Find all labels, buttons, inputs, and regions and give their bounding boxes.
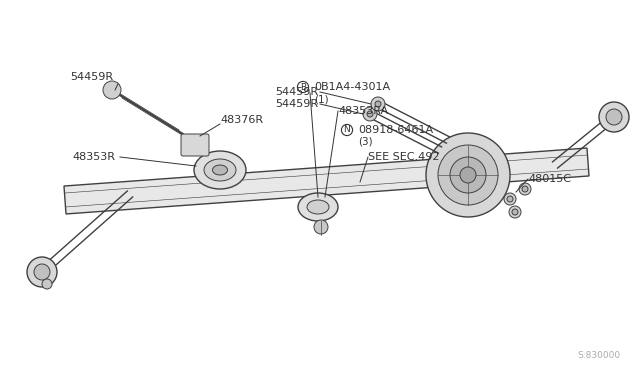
Text: SEE SEC.492: SEE SEC.492 (368, 152, 440, 162)
Text: S:830000: S:830000 (577, 351, 620, 360)
Ellipse shape (212, 165, 227, 175)
Circle shape (367, 111, 373, 117)
Circle shape (504, 193, 516, 205)
Circle shape (103, 81, 121, 99)
Ellipse shape (204, 159, 236, 181)
Text: (1): (1) (314, 94, 328, 104)
Text: (3): (3) (358, 137, 372, 147)
Text: B: B (300, 83, 306, 92)
Circle shape (438, 145, 498, 205)
Circle shape (512, 209, 518, 215)
Text: N: N (344, 125, 350, 135)
Circle shape (519, 183, 531, 195)
Ellipse shape (307, 200, 329, 214)
Circle shape (371, 97, 385, 111)
Circle shape (522, 186, 528, 192)
Circle shape (509, 206, 521, 218)
Circle shape (34, 264, 50, 280)
Text: 0B1A4-4301A: 0B1A4-4301A (314, 82, 390, 92)
Circle shape (599, 102, 629, 132)
Text: 08918-6461A: 08918-6461A (358, 125, 433, 135)
Polygon shape (64, 148, 589, 214)
Circle shape (450, 157, 486, 193)
Circle shape (460, 167, 476, 183)
Text: 54459R: 54459R (275, 99, 318, 109)
Text: 48376R: 48376R (220, 115, 263, 125)
Text: 54459R: 54459R (275, 87, 318, 97)
Circle shape (314, 220, 328, 234)
Circle shape (42, 279, 52, 289)
Text: 48353R: 48353R (72, 152, 115, 162)
Circle shape (375, 101, 381, 107)
Text: 48353RA: 48353RA (338, 106, 388, 116)
Circle shape (363, 107, 377, 121)
Text: 48015C: 48015C (528, 174, 571, 184)
FancyBboxPatch shape (181, 134, 209, 156)
Ellipse shape (298, 193, 338, 221)
Circle shape (27, 257, 57, 287)
Text: 54459R: 54459R (70, 72, 113, 82)
Circle shape (507, 196, 513, 202)
Ellipse shape (194, 151, 246, 189)
Circle shape (426, 133, 510, 217)
Circle shape (606, 109, 622, 125)
